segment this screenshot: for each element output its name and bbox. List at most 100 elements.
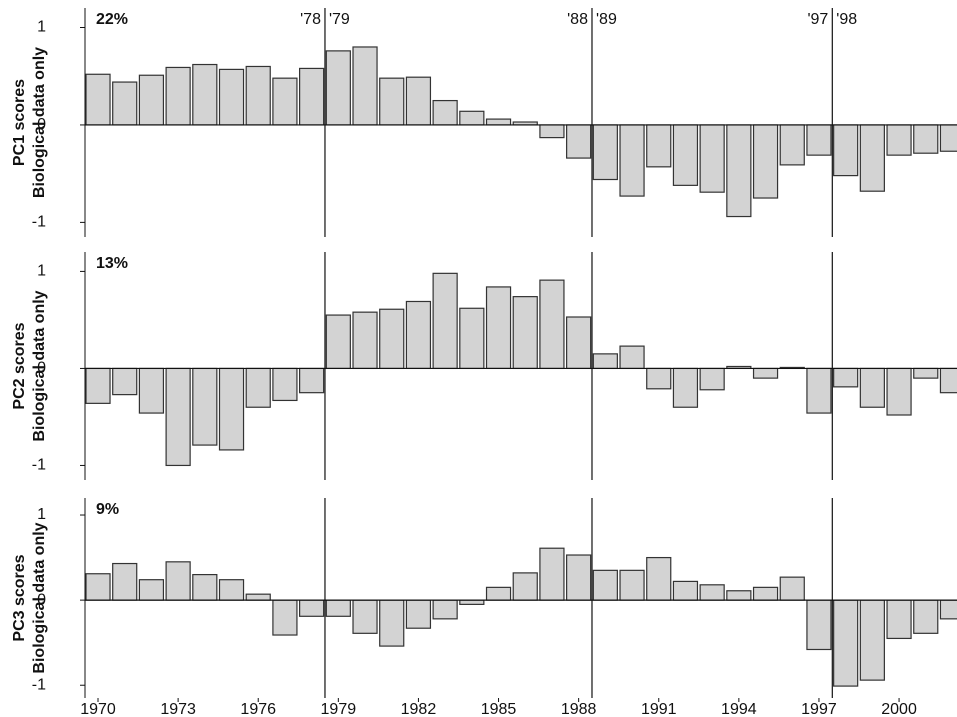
- bar: [245, 593, 271, 601]
- bar: [539, 124, 565, 139]
- bar: [672, 367, 699, 408]
- bar: [245, 65, 271, 126]
- bar: [485, 586, 512, 601]
- bar: [138, 579, 165, 601]
- bar: [352, 46, 378, 126]
- bar: [672, 580, 699, 601]
- bar: [218, 579, 245, 601]
- regime-label: '88: [567, 11, 588, 28]
- bar: [646, 367, 672, 390]
- bar: [192, 367, 218, 446]
- bar: [218, 367, 245, 451]
- regime-label: '78: [300, 11, 321, 28]
- bar: [699, 124, 725, 193]
- y-axis-label: Biological data only: [31, 522, 48, 673]
- bar: [245, 367, 271, 408]
- bar: [672, 124, 699, 186]
- bar: [405, 76, 432, 126]
- bar: [512, 572, 538, 601]
- bar: [379, 308, 405, 370]
- bar: [432, 99, 458, 126]
- bar: [405, 599, 432, 629]
- bar: [859, 367, 885, 408]
- regime-label: '89: [596, 11, 617, 28]
- bar: [432, 599, 458, 620]
- regime-label: '79: [329, 11, 350, 28]
- bar: [752, 124, 779, 199]
- bar: [913, 367, 939, 379]
- bar: [138, 74, 165, 126]
- bar: [726, 590, 752, 601]
- bar: [726, 124, 752, 218]
- y-tick-label: 0: [37, 360, 46, 377]
- y-tick-label: 1: [37, 263, 46, 280]
- bar: [272, 77, 298, 126]
- bar: [592, 124, 618, 181]
- bar: [512, 296, 538, 370]
- bar: [566, 554, 592, 601]
- bar: [539, 547, 565, 601]
- bar: [539, 279, 565, 370]
- bar: [299, 367, 325, 394]
- bar: [592, 569, 618, 601]
- bar: [699, 584, 725, 601]
- bar: [833, 367, 859, 388]
- bar: [405, 300, 432, 370]
- regime-label: '98: [836, 11, 857, 28]
- bar: [272, 367, 298, 402]
- bar: [779, 124, 805, 166]
- bar: [299, 599, 325, 617]
- regime-label: '97: [807, 11, 828, 28]
- bar: [85, 573, 111, 601]
- x-tick-label: 1973: [160, 701, 196, 717]
- bar: [165, 367, 191, 467]
- x-tick-label: 1985: [481, 701, 517, 717]
- x-tick-label: 1982: [401, 701, 437, 717]
- bar: [699, 367, 725, 391]
- bar: [779, 576, 805, 601]
- bar: [806, 599, 832, 651]
- bar: [833, 124, 859, 177]
- bar: [459, 110, 485, 126]
- y-tick-label: 0: [37, 116, 46, 133]
- bar: [352, 311, 378, 370]
- bar: [485, 286, 512, 370]
- bar: [112, 562, 138, 601]
- x-tick-label: 1979: [321, 701, 357, 717]
- y-tick-label: -1: [32, 214, 46, 231]
- bar: [85, 367, 111, 404]
- bar: [112, 367, 138, 396]
- bar: [619, 569, 645, 601]
- bar: [939, 124, 957, 152]
- y-axis-label: Biological data only: [31, 290, 48, 441]
- bar: [112, 81, 138, 126]
- y-tick-label: -1: [32, 457, 46, 474]
- bar: [192, 63, 218, 126]
- x-tick-label: 1988: [561, 701, 597, 717]
- bar: [485, 118, 512, 126]
- bar: [619, 124, 645, 197]
- variance-annotation: 22%: [96, 11, 128, 28]
- x-tick-label: 1970: [80, 701, 116, 717]
- bar: [886, 367, 912, 416]
- bar: [566, 316, 592, 370]
- bar: [325, 599, 351, 617]
- bar: [859, 124, 885, 192]
- bar: [325, 314, 351, 370]
- bar: [192, 573, 218, 601]
- bar: [833, 599, 859, 687]
- y-axis-label: PC3 scores: [11, 554, 28, 641]
- bar: [913, 124, 939, 154]
- bar: [806, 124, 832, 156]
- y-axis-label: PC1 scores: [11, 79, 28, 166]
- bar: [379, 77, 405, 126]
- bar: [299, 67, 325, 126]
- bar: [432, 272, 458, 370]
- y-axis-label: PC2 scores: [11, 322, 28, 409]
- variance-annotation: 9%: [96, 501, 119, 518]
- bar: [566, 124, 592, 159]
- bar: [859, 599, 885, 681]
- bar: [459, 599, 485, 605]
- bar: [646, 556, 672, 601]
